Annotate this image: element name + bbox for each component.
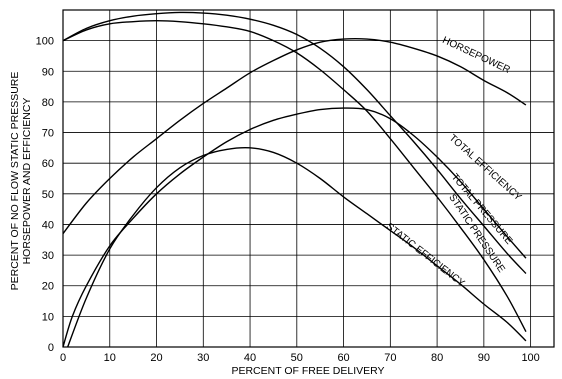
x-tick-label: 10 <box>104 352 116 364</box>
x-tick-label: 0 <box>60 352 66 364</box>
y-tick-label: 0 <box>48 342 54 354</box>
y-tick-label: 90 <box>42 66 54 78</box>
plot-area <box>63 10 554 347</box>
curves <box>62 11 527 348</box>
x-tick-label: 80 <box>431 352 443 364</box>
x-tick-labels: 0 10 20 30 40 50 60 70 80 90 100 <box>60 352 540 364</box>
y-tick-label: 30 <box>42 250 54 262</box>
y-tick-label: 50 <box>42 189 54 201</box>
x-tick-label: 40 <box>244 352 256 364</box>
y-tick-label: 40 <box>42 219 54 231</box>
series-line-static-pressure <box>62 20 527 333</box>
x-tick-label: 60 <box>337 352 349 364</box>
x-tick-label: 30 <box>197 352 209 364</box>
y-axis-label-line2: HORSEPOWER AND EFFICIENCY <box>21 98 33 265</box>
y-tick-label: 60 <box>42 158 54 170</box>
x-tick-label: 70 <box>384 352 396 364</box>
x-tick-label: 50 <box>291 352 303 364</box>
grid <box>63 10 554 347</box>
y-tick-label: 80 <box>42 97 54 109</box>
series-line-total-pressure <box>62 11 527 274</box>
y-axis-label-line1: PERCENT OF NO FLOW STATIC PRESSURE <box>9 72 21 291</box>
y-tick-label: 70 <box>42 128 54 140</box>
series-line-static-efficiency <box>67 147 527 348</box>
x-tick-label: 20 <box>150 352 162 364</box>
x-axis-label: PERCENT OF FREE DELIVERY <box>231 365 384 377</box>
y-tick-label: 20 <box>42 281 54 293</box>
x-tick-label: 90 <box>478 352 490 364</box>
y-tick-labels: 0 10 20 30 40 50 60 70 80 90 100 <box>36 36 54 354</box>
x-tick-label: 100 <box>521 352 539 364</box>
y-tick-label: 100 <box>36 36 54 48</box>
series-line-horsepower <box>62 38 527 235</box>
plot-frame <box>62 9 555 348</box>
y-tick-label: 10 <box>42 311 54 323</box>
